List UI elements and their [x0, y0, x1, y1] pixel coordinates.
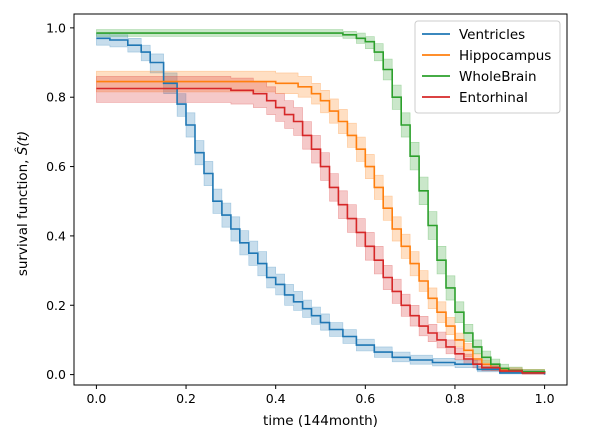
legend-label: WholeBrain: [459, 69, 537, 85]
x-axis-label: time (144month): [263, 413, 378, 429]
band-ventricles: [96, 32, 545, 375]
series-lines: [96, 32, 546, 375]
x-tick-label: 0.4: [266, 391, 286, 406]
x-tick-label: 1.0: [535, 391, 555, 406]
legend-label: Hippocampus: [459, 48, 551, 64]
y-tick-label: 0.8: [46, 90, 66, 105]
y-tick-label: 0.4: [46, 228, 66, 243]
line-entorhinal: [96, 87, 546, 374]
legend-label: Entorhinal: [459, 90, 528, 106]
y-axis-label-text: survival function,: [15, 155, 31, 276]
y-tick-label: 0.2: [46, 298, 66, 313]
legend-label: Ventricles: [459, 27, 525, 43]
y-axis-label: survival function, Ŝ(t): [13, 131, 31, 276]
band-entorhinal: [96, 76, 545, 375]
legend-box: [414, 20, 561, 114]
band-wholebrain: [96, 29, 545, 375]
line-hippocampus: [96, 80, 546, 373]
x-tick-label: 0.6: [355, 391, 375, 406]
legend: Ventricles Hippocampus WholeBrain Entorhina…: [414, 20, 561, 114]
x-tick-label: 0.0: [86, 391, 106, 406]
line-wholebrain: [96, 32, 546, 373]
x-tick-label: 0.2: [176, 391, 196, 406]
y-axis-label-math: Ŝ(t): [13, 131, 31, 155]
y-tick-label: 0.6: [46, 159, 66, 174]
x-axis-ticks: 0.0 0.2 0.4 0.6 0.8 1.0: [86, 385, 555, 406]
y-tick-label: 1.0: [46, 20, 66, 35]
y-tick-label: 0.0: [46, 367, 66, 382]
line-ventricles: [96, 37, 546, 375]
x-tick-label: 0.8: [445, 391, 465, 406]
plot-frame: [73, 13, 568, 386]
y-axis-ticks: 0.0 0.2 0.4 0.6 0.8 1.0: [46, 20, 74, 382]
